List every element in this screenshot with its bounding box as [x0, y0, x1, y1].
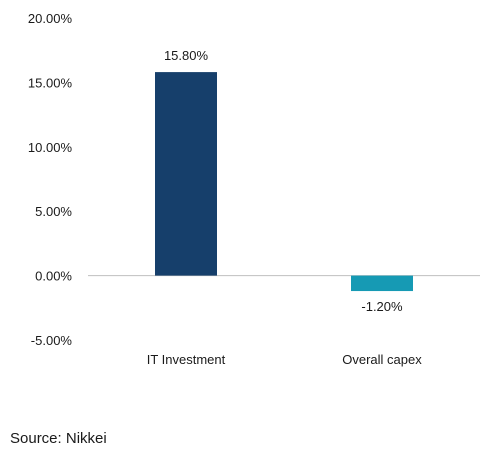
x-axis: IT Investment Overall capex — [147, 352, 422, 367]
bar-chart: 20.00% 15.00% 10.00% 5.00% 0.00% -5.00% 15.80… — [28, 11, 480, 367]
y-tick-label: 5.00% — [35, 204, 72, 219]
y-tick-label: 15.00% — [28, 75, 73, 90]
x-tick-label: IT Investment — [147, 352, 226, 367]
y-tick-label: -5.00% — [31, 333, 73, 348]
y-tick-label: 20.00% — [28, 11, 73, 26]
data-label: 15.80% — [164, 48, 209, 63]
bars — [155, 72, 413, 292]
y-axis: 20.00% 15.00% 10.00% 5.00% 0.00% -5.00% — [28, 11, 73, 348]
value-labels: 15.80% -1.20% — [164, 48, 403, 314]
data-label: -1.20% — [361, 299, 403, 314]
source-note: Source: Nikkei — [10, 430, 107, 447]
y-tick-label: 0.00% — [35, 269, 72, 284]
y-tick-label: 10.00% — [28, 140, 73, 155]
x-tick-label: Overall capex — [342, 352, 422, 367]
bar — [351, 275, 413, 292]
bar — [155, 72, 217, 276]
